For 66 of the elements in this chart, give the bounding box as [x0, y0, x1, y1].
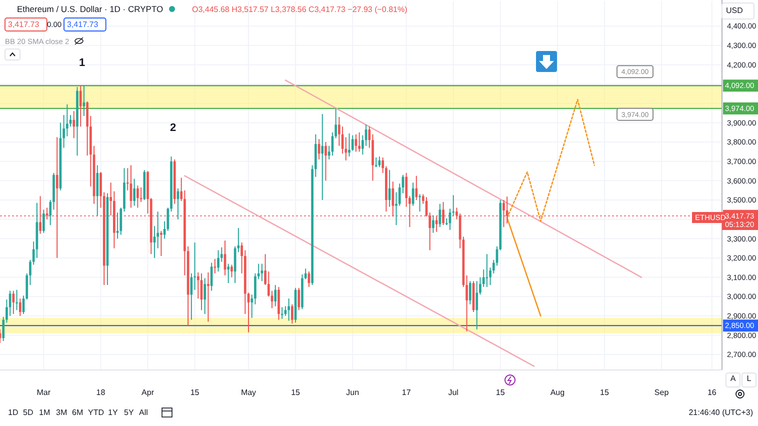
- candlestick: [190, 272, 193, 320]
- x-tick-label: May: [240, 388, 256, 397]
- text: 5D: [23, 408, 34, 417]
- x-tick-label: 15: [496, 388, 506, 397]
- candlestick: [288, 298, 290, 322]
- annotation: 2: [170, 122, 176, 134]
- text: YTD: [88, 408, 104, 417]
- x-tick-label: 17: [402, 388, 412, 397]
- x-tick-label: 15: [600, 388, 610, 397]
- candlestick: [72, 110, 76, 139]
- text: 3M: [56, 408, 68, 417]
- text: O3,445.68 H3,517.57 L3,378.56 C3,417.73 −27.93 (−0.81%): [192, 5, 408, 14]
- candlestick: [358, 132, 360, 152]
- candlestick: [96, 164, 99, 216]
- text: 5Y: [124, 408, 134, 417]
- text: 1M: [39, 408, 50, 417]
- candlestick: [18, 298, 22, 316]
- candlestick: [204, 278, 206, 314]
- candlestick: [351, 134, 354, 152]
- candlestick: [79, 86, 82, 128]
- x-tick-label: 18: [96, 388, 106, 397]
- annotation: 1: [78, 57, 86, 69]
- candlestick: [418, 194, 421, 212]
- candlestick: [374, 156, 378, 168]
- candlestick: [476, 280, 478, 330]
- candlestick: [290, 304, 294, 324]
- x-tick-label: 15: [291, 388, 301, 397]
- x-tick-label: Jun: [346, 388, 360, 397]
- annotation: 3,417.73: [67, 20, 99, 29]
- candlestick: [160, 230, 162, 257]
- x-tick-label: Aug: [550, 388, 565, 397]
- candlestick: [133, 178, 136, 206]
- candlestick: [274, 284, 277, 307]
- text: 1D: [8, 408, 18, 417]
- candlestick: [227, 263, 230, 284]
- candlestick: [432, 214, 434, 234]
- text: USD: [726, 6, 744, 15]
- candlestick: [230, 264, 233, 278]
- candlestick: [415, 175, 418, 200]
- text: A: [730, 374, 736, 383]
- text: 6M: [72, 408, 84, 417]
- candlestick: [348, 132, 350, 158]
- x-tick-label: 15: [190, 388, 200, 397]
- candlestick: [207, 272, 210, 322]
- x-tick-label: Mar: [36, 388, 51, 397]
- candlestick: [136, 185, 139, 208]
- x-tick-label: Sep: [654, 388, 670, 397]
- text: 1Y: [108, 408, 118, 417]
- text: All: [139, 408, 148, 417]
- candlestick: [468, 280, 472, 305]
- candlestick: [280, 306, 284, 320]
- text: 21:46:40 (UTC+3): [688, 408, 754, 417]
- candlestick: [217, 250, 220, 272]
- annotation: 3,417.73: [8, 20, 40, 29]
- x-tick-label: Apr: [142, 388, 154, 397]
- x-tick-label: Jul: [448, 388, 459, 397]
- candlestick: [438, 203, 442, 228]
- candlestick: [214, 258, 216, 274]
- chart-title: Ethereum / U.S. Dollar · 1D · CRYPTO: [17, 4, 164, 14]
- candlestick: [298, 287, 300, 311]
- text: L: [746, 374, 752, 383]
- candlestick: [16, 289, 18, 311]
- candlestick: [42, 209, 45, 234]
- x-tick-label: 16: [707, 388, 717, 397]
- candlestick: [324, 142, 327, 182]
- candlestick: [321, 114, 324, 200]
